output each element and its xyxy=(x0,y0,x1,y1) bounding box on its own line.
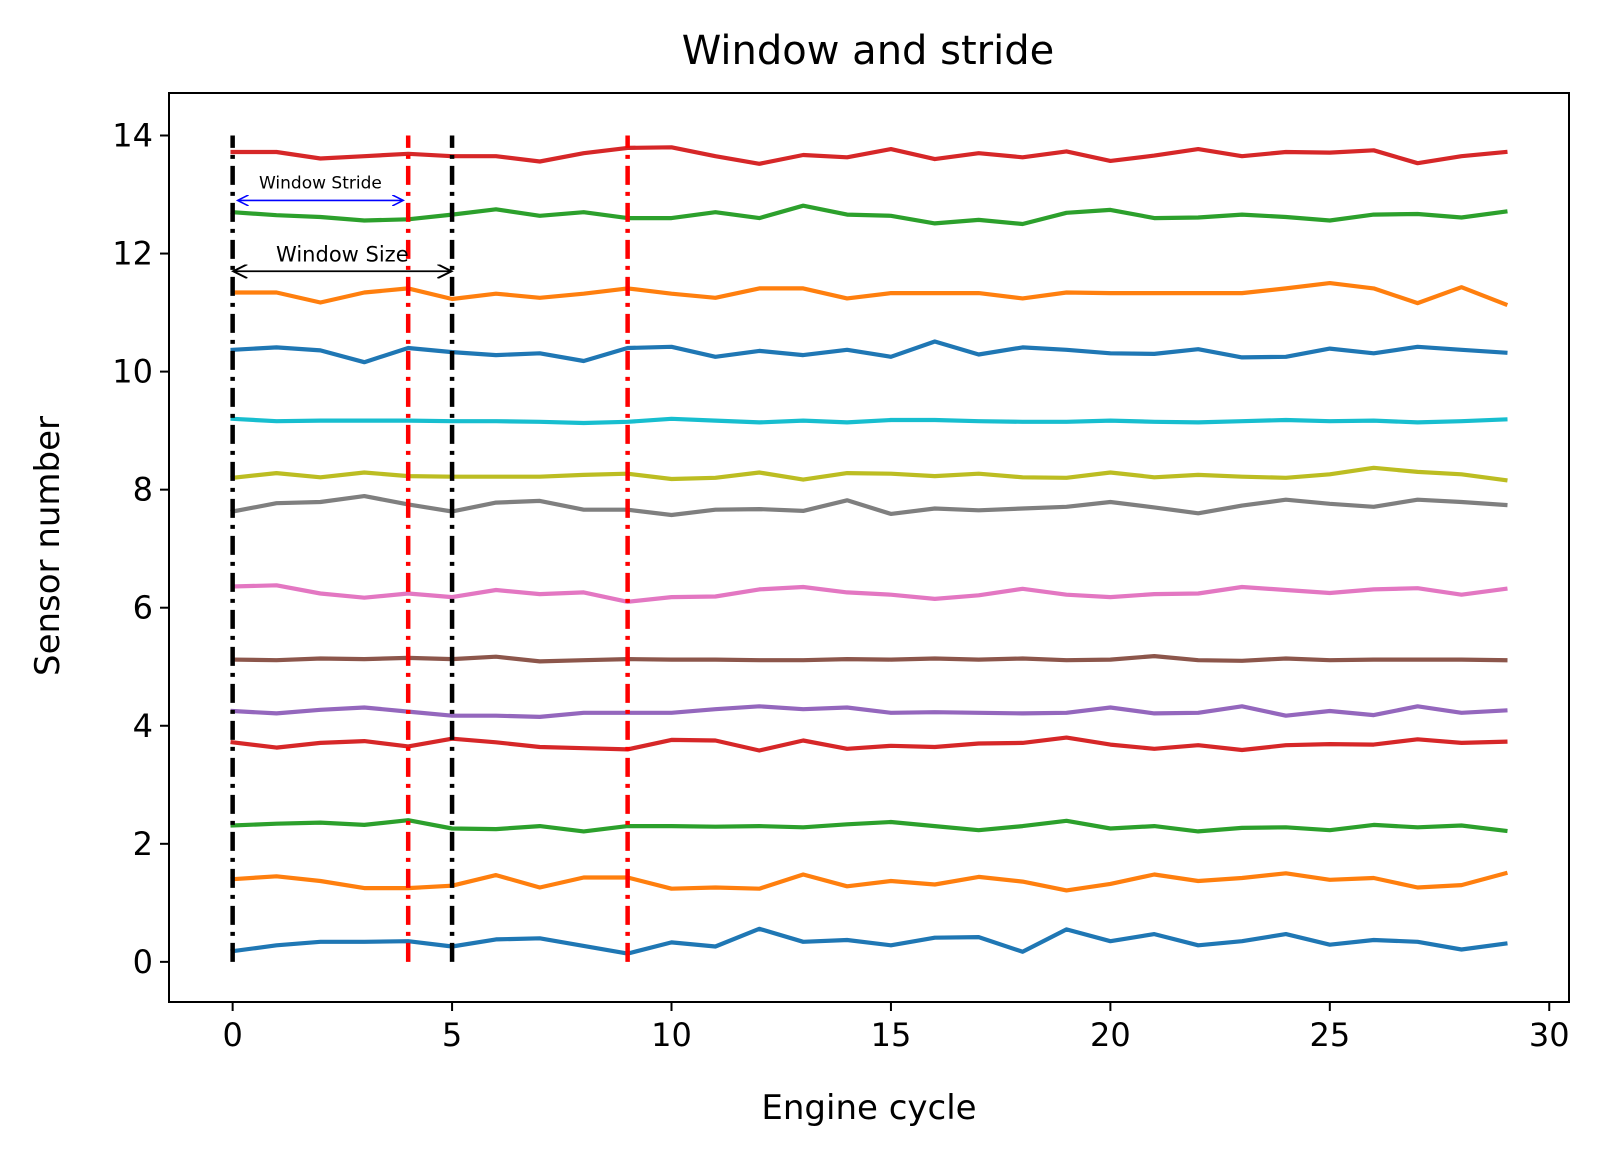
x-tick-label-30: 30 xyxy=(1529,1016,1570,1054)
plot-frame xyxy=(168,92,1570,1003)
y-tick-label-8: 8 xyxy=(133,471,153,509)
y-tick-label-2: 2 xyxy=(133,825,153,863)
y-tick-label-12: 12 xyxy=(112,235,153,273)
series-line-12 xyxy=(230,281,1509,308)
series-line-1 xyxy=(230,926,1508,956)
annotations: Window Stride Window Size xyxy=(235,173,450,271)
y-tick-label-10: 10 xyxy=(112,353,153,391)
y-tick-label-4: 4 xyxy=(133,707,153,745)
annotation-label-2: Window Size xyxy=(276,242,409,266)
x-tick-label-25: 25 xyxy=(1309,1016,1350,1054)
x-tick-label-10: 10 xyxy=(651,1016,692,1054)
series-line-2 xyxy=(230,870,1508,893)
x-axis-label: Engine cycle xyxy=(761,1088,976,1128)
x-tick-label-5: 5 xyxy=(442,1016,462,1054)
window-markers xyxy=(230,135,630,962)
plot-area xyxy=(230,145,1509,956)
y-axis-ticks: 0 2 4 6 8 10 12 14 xyxy=(112,116,169,981)
series-line-3 xyxy=(230,818,1508,834)
series-line-10 xyxy=(230,416,1508,426)
y-axis-label: Sensor number xyxy=(28,416,68,676)
series-line-7 xyxy=(230,583,1508,604)
series-line-4 xyxy=(230,735,1508,753)
series-line-8 xyxy=(230,494,1508,518)
series-line-6 xyxy=(230,653,1508,664)
series-line-5 xyxy=(230,704,1508,720)
y-tick-label-6: 6 xyxy=(133,589,153,627)
x-tick-label-15: 15 xyxy=(871,1016,912,1054)
y-tick-label-0: 0 xyxy=(133,943,153,981)
chart-title: Window and stride xyxy=(682,28,1054,74)
series-line-11 xyxy=(230,339,1508,365)
x-axis-ticks: 0 5 10 15 20 25 30 xyxy=(222,1002,1570,1054)
y-tick-label-14: 14 xyxy=(112,116,153,154)
x-tick-label-0: 0 xyxy=(222,1016,242,1054)
x-tick-label-20: 20 xyxy=(1090,1016,1131,1054)
series-line-14 xyxy=(230,145,1508,166)
series-line-9 xyxy=(230,465,1508,483)
annotation-label-1: Window Stride xyxy=(259,173,382,193)
series-line-13 xyxy=(230,203,1508,227)
